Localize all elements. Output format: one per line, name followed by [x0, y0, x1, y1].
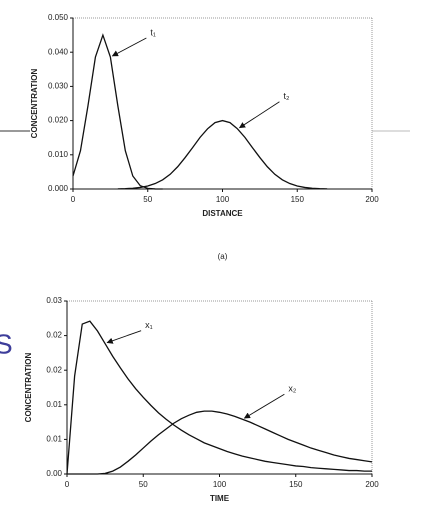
y-axis-title: CONCENTRATION: [30, 68, 39, 138]
x-tick-label: 100: [216, 195, 230, 204]
annotation-label: x₁: [145, 320, 153, 330]
y-tick-label: 0.050: [48, 13, 69, 22]
y-axis-title: CONCENTRATION: [24, 352, 33, 422]
annotation-label: t₁: [150, 27, 156, 37]
y-tick-label: 0.020: [48, 116, 69, 125]
y-tick-label: 0.040: [48, 47, 69, 56]
series-line: [67, 410, 373, 475]
x-tick-label: 0: [71, 195, 76, 204]
y-tick-label: 0.01: [46, 400, 62, 409]
annotation-label: x₂: [288, 384, 297, 394]
x-tick-label: 200: [365, 195, 379, 204]
x-tick-label: 100: [213, 480, 227, 489]
x-tick-label: 150: [291, 195, 305, 204]
y-tick-label: 0.02: [46, 365, 62, 374]
y-tick-label: 0.02: [46, 331, 62, 340]
caption: (a): [218, 252, 228, 261]
x-tick-label: 200: [365, 480, 379, 489]
series-line: [66, 320, 372, 475]
x-tick-label: 50: [139, 480, 148, 489]
y-tick-label: 0.010: [48, 150, 69, 159]
y-tick-label: 0.030: [48, 82, 69, 91]
x-tick-label: 50: [143, 195, 152, 204]
x-tick-label: 0: [65, 480, 70, 489]
y-tick-label: 0.000: [48, 184, 69, 193]
x-axis-title: TIME: [210, 494, 230, 503]
y-tick-label: 0.03: [46, 296, 62, 305]
x-tick-label: 150: [289, 480, 303, 489]
background-text: S: [0, 328, 13, 359]
annotation-arrow: [106, 330, 142, 344]
y-tick-label: 0.00: [46, 469, 62, 478]
series-line: [117, 119, 328, 190]
annotation-label: t₂: [283, 91, 290, 101]
x-axis-title: DISTANCE: [202, 209, 243, 218]
y-tick-label: 0.01: [46, 435, 62, 444]
annotation-arrow: [238, 101, 280, 129]
annotation-arrow: [243, 393, 285, 419]
series-line: [72, 33, 163, 190]
annotation-arrow: [111, 37, 147, 57]
